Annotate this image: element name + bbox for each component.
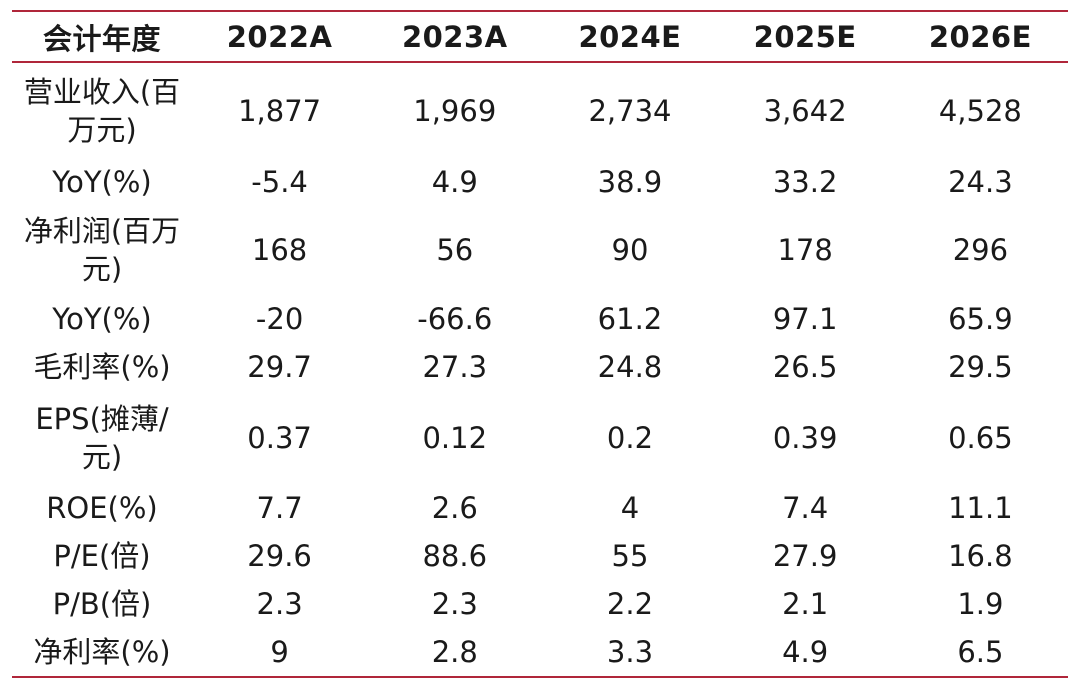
table-row-net-profit-yoy: YoY(%) -20 -66.6 61.2 97.1 65.9 bbox=[12, 295, 1068, 343]
row-label: YoY(%) bbox=[52, 302, 152, 336]
table-cell: 90 bbox=[611, 233, 649, 267]
table-cell: 4,528 bbox=[938, 93, 1022, 128]
header-2023a: 2023A bbox=[367, 10, 543, 63]
row-label: ROE(%) bbox=[46, 491, 158, 525]
table-cell: 9 bbox=[192, 628, 368, 678]
table-cell: 4.9 bbox=[717, 628, 893, 678]
table-row-pe: P/E(倍) 29.6 88.6 55 27.9 16.8 bbox=[12, 532, 1068, 580]
table-body: 营业收入(百万元) 1,877 1,969 2,734 3,642 4,528 … bbox=[12, 62, 1068, 678]
table-cell: 27.3 bbox=[422, 350, 488, 384]
table-cell: 0.2 bbox=[606, 420, 654, 455]
table-cell: 27.9 bbox=[772, 539, 838, 573]
header-2024e: 2024E bbox=[542, 10, 718, 63]
row-label: YoY(%) bbox=[52, 164, 152, 199]
table-cell: 55 bbox=[611, 539, 649, 573]
table-cell: 0.39 bbox=[772, 420, 838, 455]
table-cell: 97.1 bbox=[772, 302, 838, 336]
financial-forecast-table: 会计年度 2022A 2023A 2024E 2025E 2026E 营业收入(… bbox=[12, 10, 1068, 678]
table-cell: 2.1 bbox=[782, 587, 829, 621]
table-cell: 11.1 bbox=[948, 491, 1013, 525]
table-cell: 7.7 bbox=[256, 491, 303, 525]
table-cell: 29.6 bbox=[247, 539, 312, 573]
table-row-roe: ROE(%) 7.7 2.6 4 7.4 11.1 bbox=[12, 484, 1068, 532]
header-fiscal-year: 会计年度 bbox=[12, 10, 192, 63]
table-cell: -5.4 bbox=[251, 164, 308, 199]
table-cell: 2.3 bbox=[256, 587, 303, 621]
table-cell: 2.6 bbox=[431, 491, 478, 525]
table-cell: 56 bbox=[436, 233, 474, 267]
row-label: 净利润(百万元) bbox=[23, 214, 181, 286]
table-cell: 3,642 bbox=[763, 93, 847, 128]
table-cell: 0.37 bbox=[247, 420, 312, 455]
row-label: EPS(摊薄/元) bbox=[35, 401, 169, 474]
row-label: P/E(倍) bbox=[53, 539, 151, 573]
table-cell: 1.9 bbox=[957, 587, 1004, 621]
table-cell: 24.8 bbox=[597, 350, 663, 384]
table-row-gross-margin: 毛利率(%) 29.7 27.3 24.8 26.5 29.5 bbox=[12, 343, 1068, 391]
table-cell: 2.3 bbox=[431, 587, 478, 621]
table-cell: 178 bbox=[777, 233, 833, 267]
table-cell: 4.9 bbox=[431, 164, 478, 199]
table-cell: 0.65 bbox=[948, 420, 1013, 455]
table-row-revenue: 营业收入(百万元) 1,877 1,969 2,734 3,642 4,528 bbox=[12, 62, 1068, 158]
table-cell: 29.5 bbox=[948, 350, 1013, 384]
table-cell: 7.4 bbox=[782, 491, 829, 525]
row-label: P/B(倍) bbox=[52, 587, 152, 621]
table-cell: 1,877 bbox=[238, 93, 322, 128]
table-cell: 16.8 bbox=[948, 539, 1013, 573]
table-cell: 0.12 bbox=[422, 420, 488, 455]
row-label: 营业收入(百万元) bbox=[23, 74, 181, 147]
table-cell: -66.6 bbox=[417, 302, 493, 336]
table-row-pb: P/B(倍) 2.3 2.3 2.2 2.1 1.9 bbox=[12, 580, 1068, 628]
header-row: 会计年度 2022A 2023A 2024E 2025E 2026E bbox=[12, 10, 1068, 63]
table-cell: -20 bbox=[255, 302, 304, 336]
table-cell: 2.2 bbox=[606, 587, 654, 621]
table-cell: 4 bbox=[620, 491, 640, 525]
table-cell: 2,734 bbox=[588, 93, 672, 128]
table-cell: 61.2 bbox=[597, 302, 663, 336]
table-header: 会计年度 2022A 2023A 2024E 2025E 2026E bbox=[12, 10, 1068, 63]
table-cell: 1,969 bbox=[413, 93, 497, 128]
table-row-eps: EPS(摊薄/元) 0.37 0.12 0.2 0.39 0.65 bbox=[12, 391, 1068, 484]
table-cell: 24.3 bbox=[948, 164, 1013, 199]
table-cell: 38.9 bbox=[597, 164, 663, 199]
header-2022a: 2022A bbox=[192, 10, 368, 63]
table-cell: 88.6 bbox=[422, 539, 488, 573]
table-cell: 33.2 bbox=[772, 164, 838, 199]
table-row-net-profit: 净利润(百万元) 168 56 90 178 296 bbox=[12, 205, 1068, 295]
row-label: 净利率(%) bbox=[12, 628, 192, 678]
table-cell: 29.7 bbox=[247, 350, 312, 384]
row-label: 毛利率(%) bbox=[33, 350, 171, 384]
table-row-revenue-yoy: YoY(%) -5.4 4.9 38.9 33.2 24.3 bbox=[12, 158, 1068, 205]
table-row-net-margin: 净利率(%) 9 2.8 3.3 4.9 6.5 bbox=[12, 628, 1068, 678]
table-cell: 3.3 bbox=[542, 628, 718, 678]
table-cell: 26.5 bbox=[772, 350, 838, 384]
table-cell: 168 bbox=[251, 233, 308, 267]
header-2025e: 2025E bbox=[717, 10, 893, 63]
table-cell: 6.5 bbox=[892, 628, 1068, 678]
financial-forecast-table-container: 会计年度 2022A 2023A 2024E 2025E 2026E 营业收入(… bbox=[12, 10, 1068, 678]
header-2026e: 2026E bbox=[892, 10, 1068, 63]
table-cell: 65.9 bbox=[948, 302, 1013, 336]
table-cell: 296 bbox=[952, 233, 1009, 267]
table-cell: 2.8 bbox=[367, 628, 543, 678]
